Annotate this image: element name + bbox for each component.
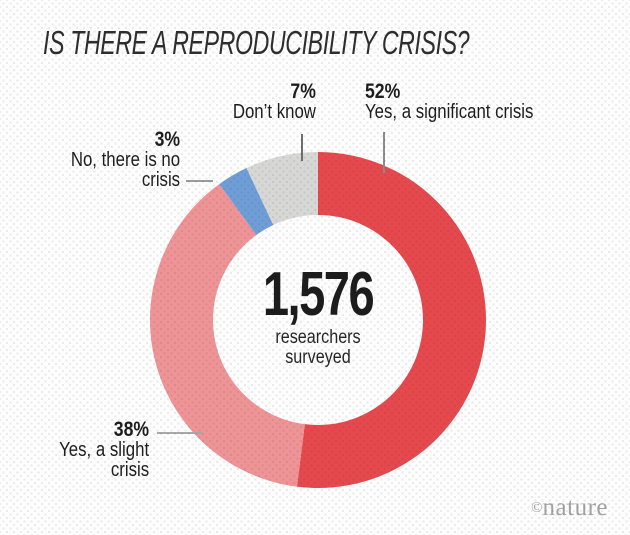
callout-slight-label-line1: Yes, a slight [59,439,149,461]
callout-no-crisis-label-line2: crisis [141,169,180,191]
segment-significant [296,152,486,488]
callout-no-crisis-label-line1: No, there is no [70,149,180,171]
leader-line-significant [383,132,385,173]
surveyed-label-line1: researchers [275,327,361,349]
callout-no-crisis-pct: 3% [154,128,180,151]
donut-center-text: 1,576 researchers surveyed [168,260,468,369]
chart-title: IS THERE A REPRODUCIBILITY CRISIS? [43,24,470,61]
callout-significant-label: Yes, a significant crisis [365,101,534,123]
leader-line-dont-know [301,134,303,161]
leader-line-no-crisis [186,180,213,182]
callout-no-crisis: 3% No, there is no crisis [70,128,180,191]
callout-significant-pct: 52% [365,80,401,103]
nature-watermark: ©nature [531,494,608,522]
surveyed-count: 1,576 [262,260,375,329]
segment-no-crisis [219,167,274,236]
donut-chart [150,152,486,488]
callout-dont-know-label: Don’t know [232,101,316,123]
leader-line-slight [157,432,203,434]
callout-dont-know-pct: 7% [290,80,316,103]
surveyed-label-line2: surveyed [285,347,351,369]
segment-dont-know [246,152,318,225]
segment-slight [150,184,305,487]
callout-slight-label-line2: crisis [110,459,149,481]
copyright-icon: © [531,500,543,516]
callout-slight-pct: 38% [113,418,149,441]
callout-dont-know: 7% Don’t know [232,80,316,123]
callout-slight: 38% Yes, a slight crisis [59,418,149,481]
nature-wordmark: nature [542,494,608,521]
callout-significant: 52% Yes, a significant crisis [365,80,534,123]
